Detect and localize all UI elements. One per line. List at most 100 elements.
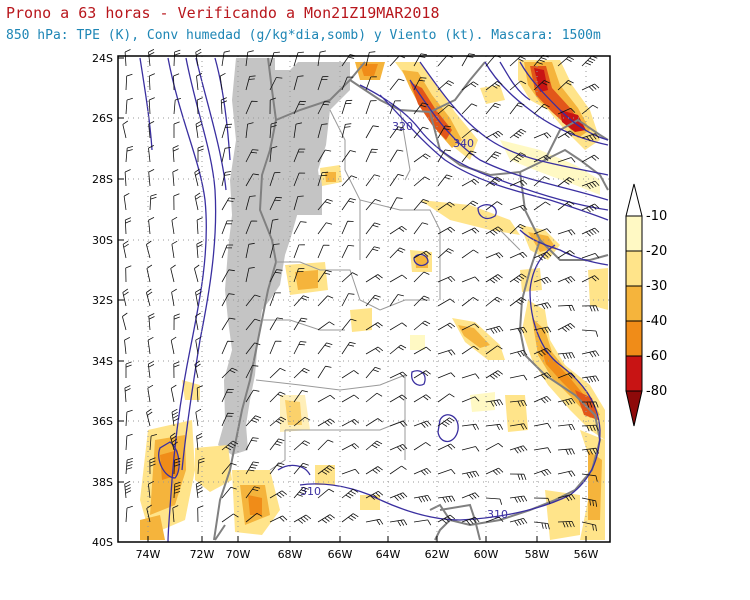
wind-barb [485, 55, 501, 67]
wind-barb [389, 149, 404, 163]
colorbar-swatch [625, 250, 643, 287]
wind-barb [557, 107, 576, 115]
wind-barb [317, 418, 335, 427]
wind-barb [125, 361, 132, 378]
wind-barb [581, 133, 600, 142]
wind-barb [557, 56, 574, 67]
wind-barb [533, 276, 552, 285]
wind-barb [533, 422, 552, 429]
wind-barb [269, 146, 278, 163]
lon-label: 72W [190, 548, 215, 561]
wind-barb [413, 320, 431, 331]
wind-barb [413, 346, 432, 355]
wind-barb [269, 340, 282, 355]
wind-barb [124, 169, 131, 187]
wind-barb [269, 292, 281, 307]
wind-barb [124, 49, 131, 67]
wind-barb [533, 326, 552, 334]
wind-barb [485, 423, 504, 431]
wind-barb [533, 176, 550, 187]
wind-barb [365, 174, 381, 187]
wind-barb [245, 173, 259, 187]
wind-barb [389, 126, 405, 139]
wind-barb [293, 462, 309, 475]
wind-barb [413, 222, 429, 235]
wind-barb [509, 326, 528, 334]
colorbar-label: -10 [646, 209, 667, 224]
wind-barb [125, 97, 133, 115]
wind-barb [124, 217, 132, 235]
wind-barb [413, 394, 431, 403]
wind-barb [122, 288, 129, 307]
wind-barb [437, 174, 453, 187]
wind-barb [269, 416, 287, 427]
wind-barb [146, 408, 153, 427]
wind-barb [533, 521, 550, 530]
wind-barb [245, 342, 261, 355]
wind-barb [437, 349, 456, 356]
wind-barb [413, 153, 431, 163]
wind-barb [293, 295, 310, 307]
wind-barb [413, 295, 430, 307]
wind-barb [461, 276, 480, 283]
coastline-south [439, 503, 481, 541]
wind-barb [509, 400, 527, 407]
wind-barb [173, 121, 180, 138]
wind-barb [124, 337, 130, 355]
wind-barb [461, 81, 479, 91]
wind-barb [195, 288, 202, 307]
wind-barb [245, 195, 256, 211]
wind-barb [389, 225, 407, 235]
wind-barb [509, 423, 528, 430]
wind-barb [122, 312, 128, 331]
wind-barb [341, 175, 358, 187]
wind-barb [173, 98, 182, 115]
wind-barb [122, 120, 129, 139]
wind-barb [485, 325, 504, 334]
lon-label: 70W [226, 548, 251, 561]
wind-barb [389, 274, 408, 283]
wind-barb [221, 123, 233, 139]
wind-barb [317, 321, 335, 331]
wind-barb [461, 492, 480, 500]
map-subtitle: 850 hPa: TPE (K), Conv humedad (g/kg*dia… [6, 28, 601, 43]
wind-barb [148, 217, 155, 235]
wind-barb [533, 201, 551, 211]
wind-barb [581, 203, 600, 213]
wind-barb [341, 123, 352, 139]
wind-barb [557, 470, 576, 477]
wind-barb [437, 55, 453, 67]
wind-barb [533, 132, 552, 139]
wind-barb [557, 201, 575, 211]
wind-barb [437, 417, 455, 427]
lat-label: 32S [92, 294, 113, 307]
wind-barb [413, 442, 431, 451]
lat-label: 36S [92, 415, 113, 428]
wind-barb [219, 72, 226, 91]
wind-barb [170, 384, 177, 403]
wind-barb [389, 420, 408, 427]
wind-barb [245, 122, 254, 139]
wind-barb [581, 473, 598, 482]
lat-label: 26S [92, 112, 113, 125]
wind-barb [173, 481, 181, 499]
wind-barb [194, 192, 201, 211]
wind-barb [293, 317, 308, 331]
wind-barb [124, 481, 132, 499]
wind-barb [413, 250, 432, 259]
wind-barb [533, 372, 552, 380]
wind-barb [147, 336, 154, 355]
wind-barb [293, 341, 307, 355]
wind-barb [269, 218, 279, 235]
wind-barb [437, 514, 456, 524]
wind-barb [365, 518, 384, 526]
wind-barb [221, 462, 237, 475]
wind-barb [485, 176, 503, 187]
wind-barb [195, 120, 202, 139]
wind-barbs [122, 48, 600, 532]
wind-barb [269, 490, 287, 499]
wind-barb [269, 317, 284, 331]
wind-barb [509, 152, 526, 163]
wind-barb [317, 149, 332, 163]
wind-barb [317, 222, 333, 235]
